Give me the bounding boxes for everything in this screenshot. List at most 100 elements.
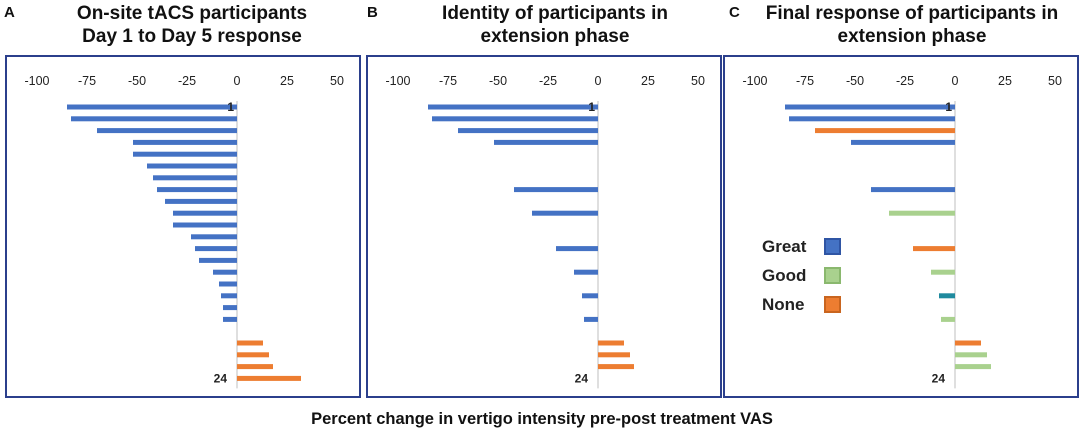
panel-title-a-line2: Day 1 to Day 5 response bbox=[82, 26, 302, 47]
bar-1 bbox=[428, 104, 598, 110]
panel-b-chart: -100 -75 -50 -25 0 25 50 1 24 bbox=[385, 74, 705, 389]
legend: Great Good None bbox=[762, 232, 841, 319]
bar-11 bbox=[173, 222, 237, 228]
bar-4 bbox=[133, 139, 237, 145]
bar-3 bbox=[97, 128, 237, 134]
panel-c-chart: -100 -75 -50 -25 0 25 50 1 24 bbox=[742, 74, 1062, 389]
panel-title-a: On-site tACS participants Day 1 to Day 5… bbox=[22, 2, 362, 48]
panel-title-c-line1: Final response of participants in bbox=[765, 3, 1059, 24]
panel-title-a-line1: On-site tACS participants bbox=[76, 3, 308, 24]
panel-a-frame: -100 -75 -50 -25 0 25 50 1 24 bbox=[5, 55, 361, 398]
x-tick-label: -100 bbox=[385, 74, 410, 88]
legend-swatch-none bbox=[824, 296, 841, 313]
x-tick-label: -25 bbox=[539, 74, 557, 88]
panel-b-frame: -100 -75 -50 -25 0 25 50 1 24 bbox=[366, 55, 722, 398]
bar-3 bbox=[458, 128, 598, 134]
bar-5 bbox=[133, 151, 237, 157]
bar-21 bbox=[955, 340, 981, 346]
x-tick-label: 50 bbox=[691, 74, 705, 88]
bar-2 bbox=[71, 116, 237, 122]
bar-22 bbox=[237, 352, 269, 358]
bar-2 bbox=[432, 116, 598, 122]
x-axis-label: Percent change in vertigo intensity pre-… bbox=[311, 410, 773, 428]
bar-24 bbox=[237, 375, 301, 381]
panel-letter-c: C bbox=[729, 4, 740, 21]
bar-18 bbox=[223, 305, 237, 311]
bar-13 bbox=[913, 246, 955, 252]
bar-10 bbox=[173, 210, 237, 216]
panel-a-chart: -100 -75 -50 -25 0 25 50 1 24 bbox=[24, 74, 344, 389]
legend-label-good: Good bbox=[762, 265, 807, 285]
legend-item-great: Great bbox=[762, 232, 841, 261]
x-tick-label: 0 bbox=[952, 74, 959, 88]
bar-8 bbox=[514, 187, 598, 193]
first-participant-label: 1 bbox=[945, 100, 952, 114]
legend-swatch-good bbox=[824, 267, 841, 284]
bar-22 bbox=[598, 352, 630, 358]
panel-title-b-line1: Identity of participants in bbox=[442, 3, 668, 24]
panel-title-c-line2: extension phase bbox=[837, 26, 987, 47]
bar-14 bbox=[199, 257, 237, 263]
first-participant-label: 1 bbox=[588, 100, 595, 114]
panel-letter-a: A bbox=[4, 4, 15, 21]
x-tick-label: 25 bbox=[998, 74, 1012, 88]
bar-1 bbox=[785, 104, 955, 110]
bar-4 bbox=[851, 139, 955, 145]
panel-title-b-line2: extension phase bbox=[480, 26, 630, 47]
last-participant-label: 24 bbox=[214, 371, 228, 385]
bar-13 bbox=[556, 246, 598, 252]
x-tick-label: 25 bbox=[280, 74, 294, 88]
bar-9 bbox=[165, 198, 237, 204]
bar-21 bbox=[237, 340, 263, 346]
panel-c-frame: -100 -75 -50 -25 0 25 50 1 24 bbox=[723, 55, 1079, 398]
bar-17 bbox=[939, 293, 955, 299]
bar-23 bbox=[955, 364, 991, 370]
bar-10 bbox=[532, 210, 598, 216]
bar-4 bbox=[494, 139, 598, 145]
bar-23 bbox=[237, 364, 273, 370]
legend-item-none: None bbox=[762, 290, 841, 319]
bar-8 bbox=[157, 187, 237, 193]
bar-19 bbox=[941, 316, 955, 322]
bar-3 bbox=[815, 128, 955, 134]
last-participant-label: 24 bbox=[575, 371, 589, 385]
panel-title-c: Final response of participants in extens… bbox=[742, 2, 1082, 48]
bar-13 bbox=[195, 246, 237, 252]
x-tick-label: -25 bbox=[896, 74, 914, 88]
bar-16 bbox=[219, 281, 237, 287]
x-tick-label: 50 bbox=[1048, 74, 1062, 88]
bar-15 bbox=[931, 269, 955, 275]
bar-15 bbox=[213, 269, 237, 275]
x-tick-label: -25 bbox=[178, 74, 196, 88]
x-tick-label: -50 bbox=[128, 74, 146, 88]
bar-17 bbox=[582, 293, 598, 299]
panel-title-b: Identity of participants in extension ph… bbox=[385, 2, 725, 48]
legend-label-none: None bbox=[762, 294, 805, 314]
x-tick-label: -75 bbox=[78, 74, 96, 88]
legend-swatch-great bbox=[824, 238, 841, 255]
bar-19 bbox=[584, 316, 598, 322]
bar-10 bbox=[889, 210, 955, 216]
x-tick-label: -75 bbox=[796, 74, 814, 88]
x-tick-label: -100 bbox=[742, 74, 767, 88]
x-tick-label: -50 bbox=[489, 74, 507, 88]
bar-22 bbox=[955, 352, 987, 358]
bar-21 bbox=[598, 340, 624, 346]
bar-23 bbox=[598, 364, 634, 370]
bar-1 bbox=[67, 104, 237, 110]
last-participant-label: 24 bbox=[932, 371, 946, 385]
bar-7 bbox=[153, 175, 237, 181]
panel-letter-b: B bbox=[367, 4, 378, 21]
first-participant-label: 1 bbox=[227, 100, 234, 114]
legend-item-good: Good bbox=[762, 261, 841, 290]
bar-19 bbox=[223, 316, 237, 322]
bar-8 bbox=[871, 187, 955, 193]
x-tick-label: 50 bbox=[330, 74, 344, 88]
bar-17 bbox=[221, 293, 237, 299]
bar-6 bbox=[147, 163, 237, 169]
legend-label-great: Great bbox=[762, 236, 807, 256]
bar-2 bbox=[789, 116, 955, 122]
x-tick-label: 0 bbox=[234, 74, 241, 88]
x-tick-label: 25 bbox=[641, 74, 655, 88]
bar-12 bbox=[191, 234, 237, 240]
